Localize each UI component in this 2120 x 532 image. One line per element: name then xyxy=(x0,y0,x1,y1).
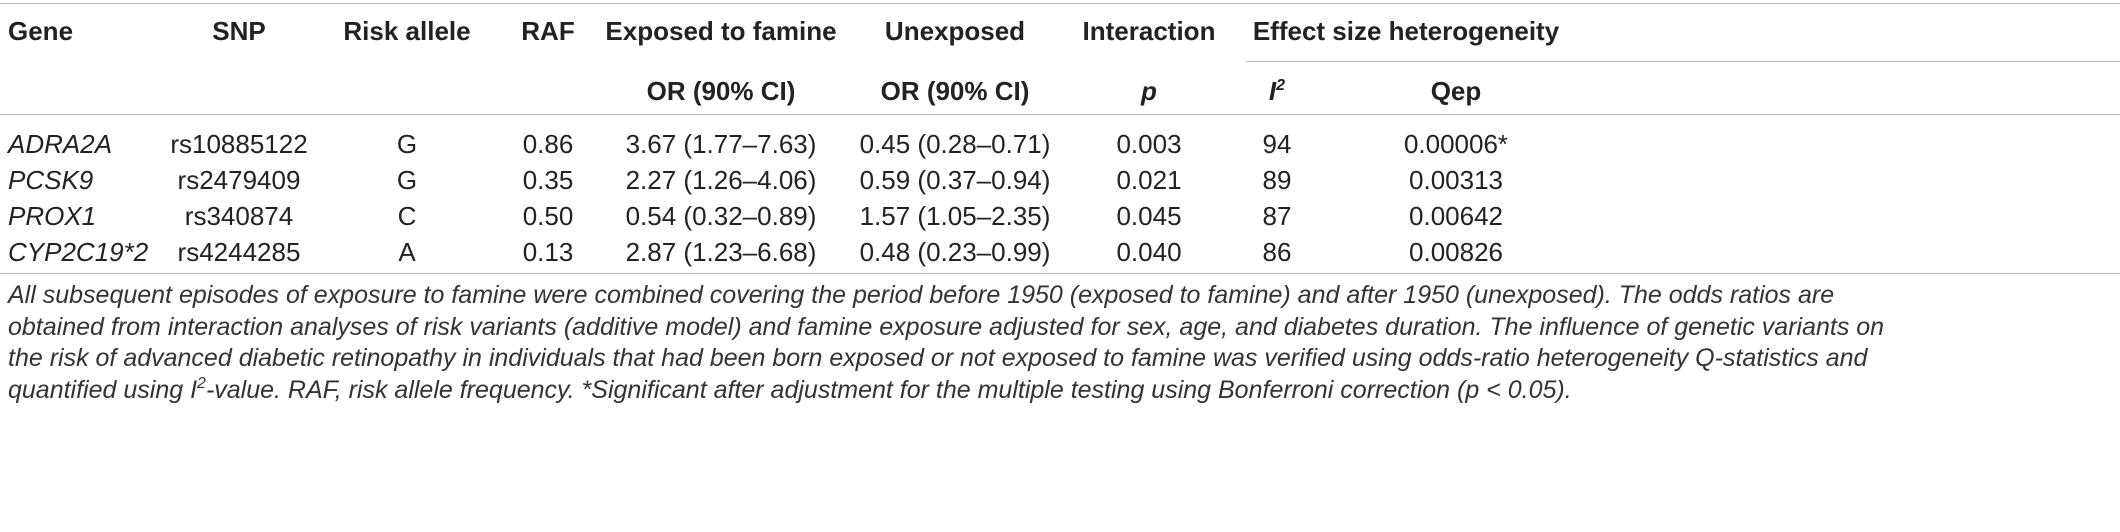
cell-raf: 0.86 xyxy=(522,129,574,159)
cell-qep: 0.00826 xyxy=(1409,237,1503,267)
header-unexposed: Unexposed xyxy=(884,16,1026,46)
cell-exposed-or: 0.54 (0.32–0.89) xyxy=(625,201,817,231)
header-gene: Gene xyxy=(8,16,74,46)
heterogeneity-subrule xyxy=(1246,61,2120,62)
cell-qep: 0.00642 xyxy=(1409,201,1503,231)
cell-raf: 0.35 xyxy=(522,165,574,195)
cell-interaction-p: 0.021 xyxy=(1116,165,1182,195)
header-snp: SNP xyxy=(212,16,266,46)
header-bottom-rule xyxy=(0,114,2120,115)
cell-snp: rs10885122 xyxy=(170,129,308,159)
cell-unexposed-or: 1.57 (1.05–2.35) xyxy=(859,201,1051,231)
cell-interaction-p: 0.040 xyxy=(1116,237,1182,267)
footnote-line4-pre: quantified using I xyxy=(8,375,198,404)
cell-gene: PROX1 xyxy=(8,201,97,231)
cell-i-squared: 86 xyxy=(1262,237,1292,267)
cell-exposed-or: 2.87 (1.23–6.68) xyxy=(625,237,817,267)
header-interaction-p: p xyxy=(1141,76,1157,106)
cell-gene: PCSK9 xyxy=(8,165,94,195)
footnote-line: quantified using I2-value. RAF, risk all… xyxy=(8,375,2112,407)
cell-exposed-or: 3.67 (1.77–7.63) xyxy=(625,129,817,159)
header-effect-size-heterogeneity: Effect size heterogeneity xyxy=(1252,16,1560,46)
cell-qep: 0.00313 xyxy=(1409,165,1503,195)
footnote-line: the risk of advanced diabetic retinopath… xyxy=(8,344,1868,372)
cell-risk-allele: G xyxy=(396,129,418,159)
header-exposed: Exposed to famine xyxy=(605,16,837,46)
i-squared-sup: 2 xyxy=(1276,77,1286,94)
header-qep: Qep xyxy=(1430,76,1482,106)
footnote-line: obtained from interaction analyses of ri… xyxy=(8,312,1885,341)
cell-i-squared: 87 xyxy=(1262,201,1292,231)
cell-raf: 0.50 xyxy=(522,201,574,231)
header-risk-allele: Risk allele xyxy=(343,16,471,46)
cell-raf: 0.13 xyxy=(522,237,574,267)
header-raf: RAF xyxy=(521,16,575,46)
cell-exposed-or: 2.27 (1.26–4.06) xyxy=(625,165,817,195)
table-top-rule xyxy=(0,3,2120,4)
i-squared-base: I xyxy=(1268,76,1277,106)
cell-risk-allele: G xyxy=(396,165,418,195)
header-interaction: Interaction xyxy=(1082,16,1216,46)
cell-risk-allele: C xyxy=(397,201,417,231)
cell-snp: rs340874 xyxy=(184,201,294,231)
cell-unexposed-or: 0.48 (0.23–0.99) xyxy=(859,237,1051,267)
cell-qep: 0.00006* xyxy=(1403,129,1509,159)
cell-interaction-p: 0.045 xyxy=(1116,201,1182,231)
table-footnote: All subsequent episodes of exposure to f… xyxy=(8,280,2112,406)
cell-gene: CYP2C19*2 xyxy=(8,237,149,267)
cell-i-squared: 94 xyxy=(1262,129,1292,159)
footnote-line4-sup: 2 xyxy=(197,374,206,392)
header-unexposed-or: OR (90% CI) xyxy=(880,76,1030,106)
cell-unexposed-or: 0.59 (0.37–0.94) xyxy=(859,165,1051,195)
cell-gene: ADRA2A xyxy=(8,129,113,159)
table-bottom-rule xyxy=(0,273,2120,274)
header-i-squared: I2 xyxy=(1269,76,1285,106)
cell-snp: rs4244285 xyxy=(177,237,301,267)
footnote-line4-post: -value. RAF, risk allele frequency. *Sig… xyxy=(205,375,1572,404)
cell-unexposed-or: 0.45 (0.28–0.71) xyxy=(859,129,1051,159)
cell-risk-allele: A xyxy=(398,237,416,267)
header-exposed-or: OR (90% CI) xyxy=(646,76,796,106)
cell-i-squared: 89 xyxy=(1262,165,1292,195)
cell-interaction-p: 0.003 xyxy=(1116,129,1182,159)
cell-snp: rs2479409 xyxy=(177,165,301,195)
footnote-line: All subsequent episodes of exposure to f… xyxy=(8,281,1835,309)
